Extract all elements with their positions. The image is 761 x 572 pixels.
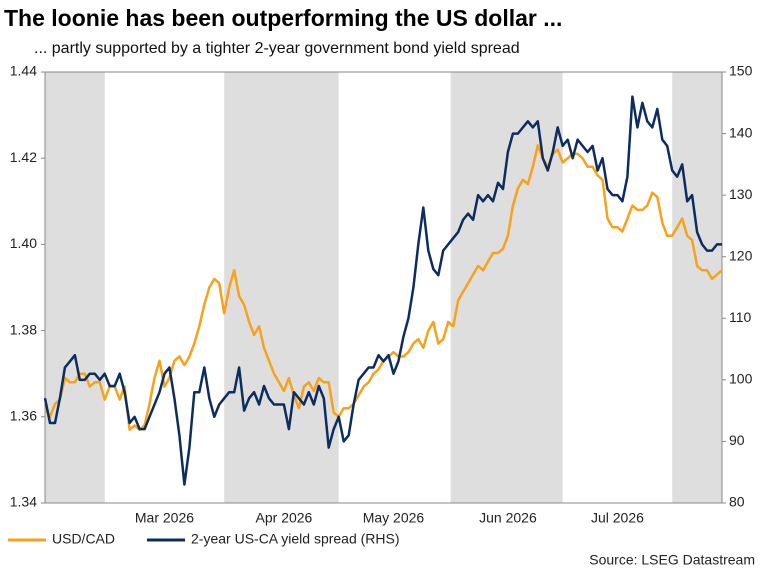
month-band (224, 72, 339, 503)
y-tick-label: 1.44 (10, 63, 37, 79)
series-line (43, 144, 723, 431)
bands (45, 72, 722, 503)
y2-tick-label: 80 (729, 494, 745, 510)
source-note: Source: LSEG Datastream (589, 552, 755, 568)
y2-tick-label: 100 (729, 371, 753, 387)
y2-tick-label: 120 (729, 247, 753, 263)
x-tick-label: Apr 2026 (256, 510, 313, 526)
x-tick-label: Jul 2026 (591, 510, 644, 526)
y2-tick-label: 140 (729, 124, 753, 140)
month-band (450, 72, 563, 503)
y-tick-label: 1.38 (10, 321, 37, 337)
y-tick-label: 1.42 (10, 149, 37, 165)
x-tick-label: Jun 2026 (479, 510, 537, 526)
month-band (45, 72, 105, 503)
x-tick-label: May 2026 (363, 510, 425, 526)
plot-frame (44, 71, 723, 504)
y-tick-label: 1.40 (10, 235, 37, 251)
y2-tick-label: 90 (729, 432, 745, 448)
y-tick-label: 1.36 (10, 408, 37, 424)
chart-title: The loonie has been outperforming the US… (4, 5, 562, 31)
series-line (43, 95, 722, 486)
legend-label: 2-year US-CA yield spread (RHS) (191, 531, 400, 547)
chart-subtitle: ... partly supported by a tighter 2-year… (34, 40, 520, 57)
y2-tick-label: 130 (729, 186, 753, 202)
y-tick-label: 1.34 (10, 494, 37, 510)
month-band (672, 72, 722, 503)
y2-tick-label: 150 (729, 63, 753, 79)
legend-label: USD/CAD (52, 531, 115, 547)
x-tick-label: Mar 2026 (135, 510, 194, 526)
y2-tick-label: 110 (729, 309, 752, 325)
